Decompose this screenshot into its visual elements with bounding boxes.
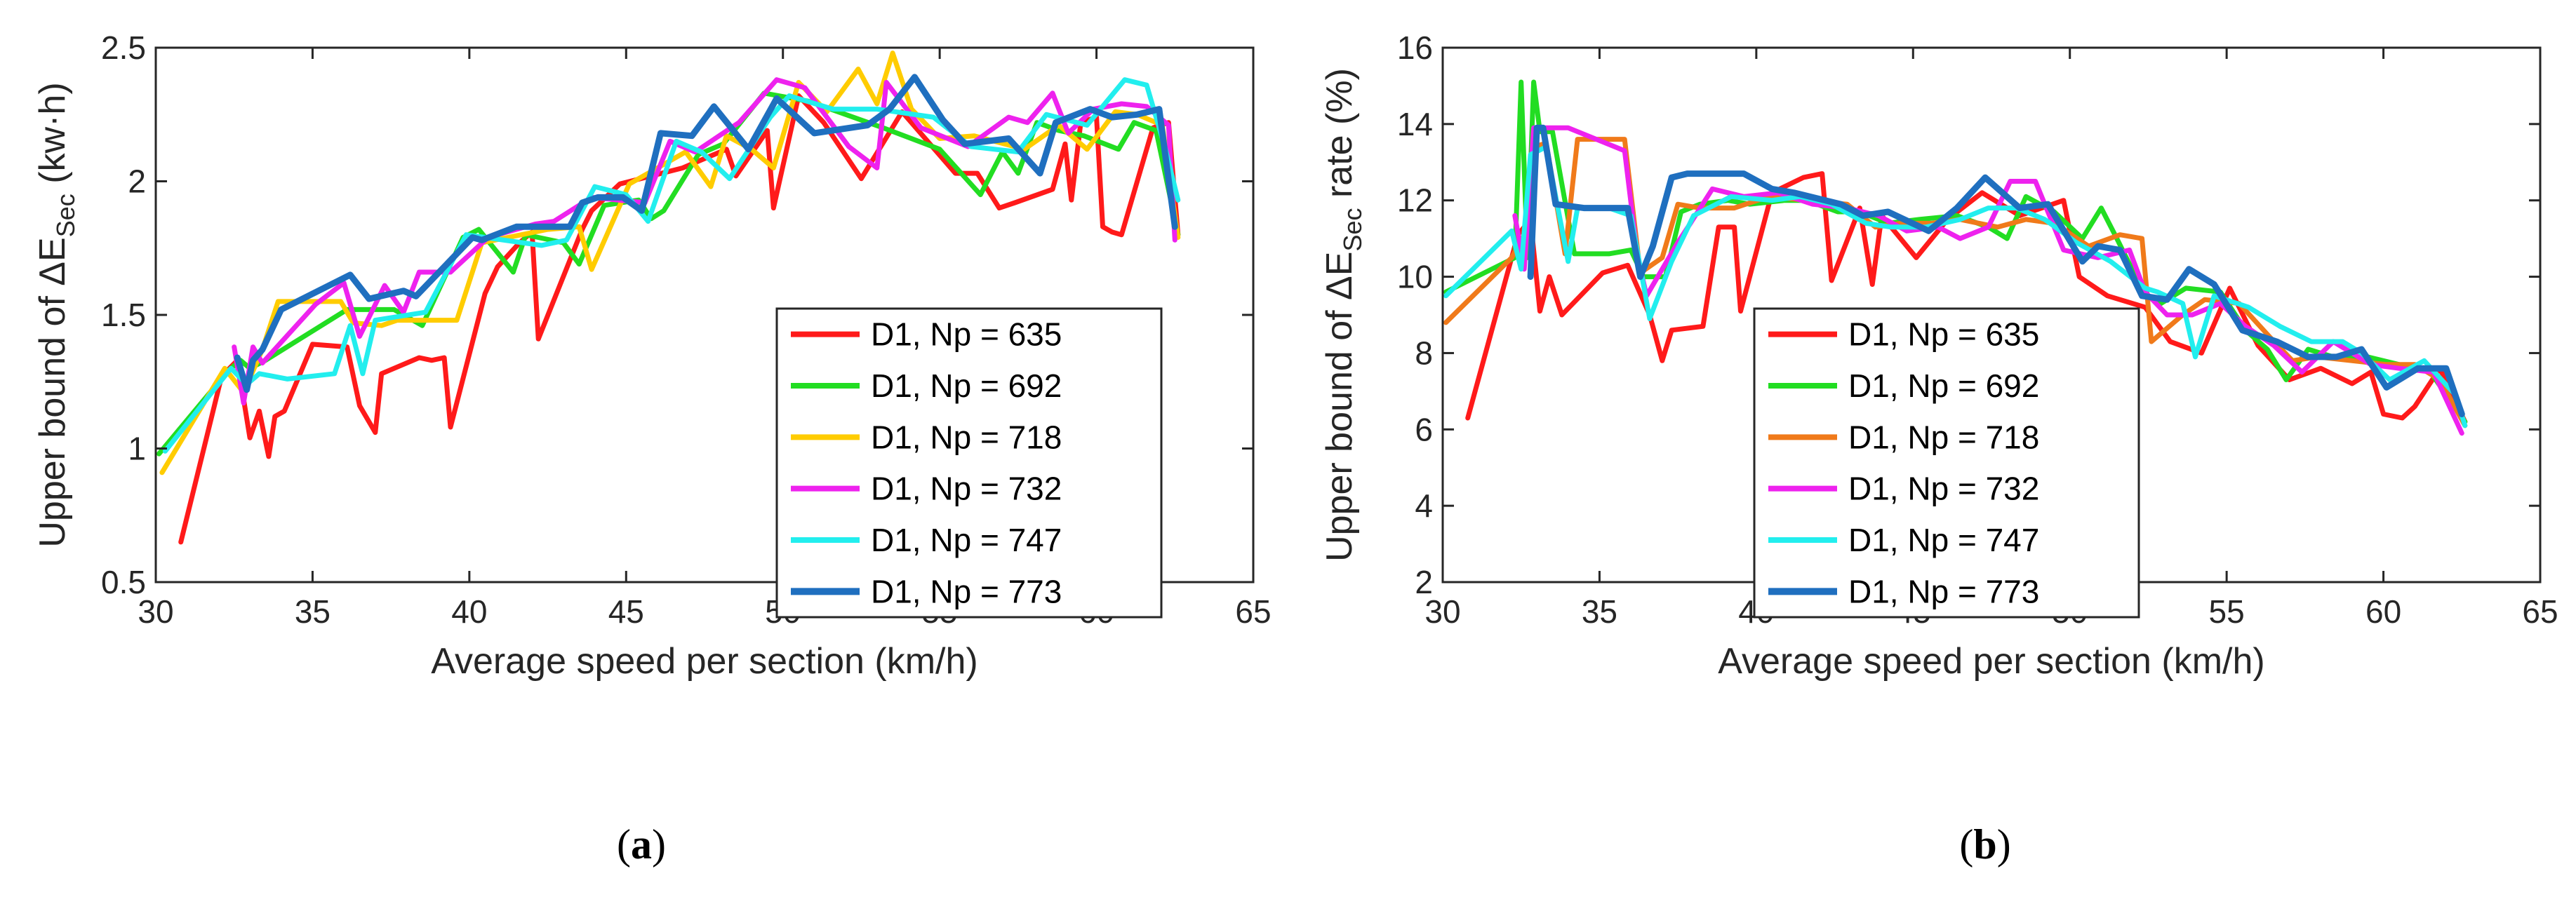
y-tick-label: 2 bbox=[128, 163, 146, 200]
y-tick-label: 16 bbox=[1397, 29, 1433, 66]
legend-label: D1, Np = 692 bbox=[1848, 367, 2039, 404]
legend-label: D1, Np = 747 bbox=[1848, 522, 2039, 558]
y-tick-label: 12 bbox=[1397, 182, 1433, 219]
x-tick-label: 35 bbox=[1582, 593, 1617, 630]
legend: D1, Np = 635 D1, Np = 692 D1, Np = 718 D1, … bbox=[1753, 307, 2140, 619]
series-group bbox=[1443, 79, 2468, 436]
y-axis-label: Upper bound of ΔESec (kw·h) bbox=[32, 82, 80, 547]
y-tick-label: 1 bbox=[128, 431, 146, 467]
x-tick-label: 65 bbox=[2522, 593, 2558, 630]
y-tick-label: 4 bbox=[1415, 487, 1433, 524]
caption-a: (a) bbox=[617, 821, 666, 868]
legend-label: D1, Np = 773 bbox=[1848, 573, 2039, 609]
legend-label: D1, Np = 635 bbox=[1848, 316, 2039, 353]
series-group bbox=[156, 50, 1181, 545]
caption-b: (b) bbox=[1959, 821, 2011, 868]
y-tick-label: 6 bbox=[1415, 411, 1433, 447]
x-tick-label: 30 bbox=[138, 593, 173, 630]
y-tick-label: 0.5 bbox=[101, 564, 146, 600]
series-line-2 bbox=[1443, 79, 2468, 424]
legend-label: D1, Np = 692 bbox=[871, 367, 1062, 404]
y-tick-label: 1.5 bbox=[101, 297, 146, 333]
x-tick-label: 40 bbox=[451, 593, 487, 630]
series-line-6 bbox=[1527, 124, 2465, 417]
x-tick-label: 45 bbox=[608, 593, 644, 630]
x-tick-label: 55 bbox=[2209, 593, 2245, 630]
x-axis-label: Average speed per section (km/h) bbox=[431, 641, 977, 682]
x-tick-label: 35 bbox=[295, 593, 331, 630]
y-tick-label: 8 bbox=[1415, 335, 1433, 371]
legend-label: D1, Np = 732 bbox=[1848, 471, 2039, 507]
x-tick-label: 60 bbox=[2365, 593, 2401, 630]
legend-label: D1, Np = 773 bbox=[871, 573, 1062, 609]
x-tick-label: 65 bbox=[1235, 593, 1271, 630]
legend-label: D1, Np = 718 bbox=[871, 419, 1062, 455]
series-line-5 bbox=[162, 77, 1181, 454]
y-tick-label: 2.5 bbox=[101, 29, 146, 66]
y-tick-label: 2 bbox=[1415, 564, 1433, 600]
legend-label: D1, Np = 718 bbox=[1848, 419, 2039, 455]
y-axis-label: Upper bound of ΔESec rate (%) bbox=[1319, 68, 1367, 562]
legend-label: D1, Np = 747 bbox=[871, 522, 1062, 558]
legend-box bbox=[775, 307, 1163, 619]
legend-label: D1, Np = 635 bbox=[871, 316, 1062, 353]
legend-label: D1, Np = 732 bbox=[871, 471, 1062, 507]
chart-panel-b: 3035404550556065246810121416Average spee… bbox=[1319, 29, 2558, 682]
series-line-6 bbox=[234, 74, 1178, 393]
legend: D1, Np = 635 D1, Np = 692 D1, Np = 718 D1, … bbox=[775, 307, 1163, 619]
x-axis-label: Average speed per section (km/h) bbox=[1718, 641, 2264, 682]
x-tick-label: 30 bbox=[1424, 593, 1460, 630]
y-tick-label: 14 bbox=[1397, 106, 1433, 142]
legend-box bbox=[1753, 307, 2140, 619]
series-line-3 bbox=[159, 50, 1181, 476]
y-tick-label: 10 bbox=[1397, 259, 1433, 295]
